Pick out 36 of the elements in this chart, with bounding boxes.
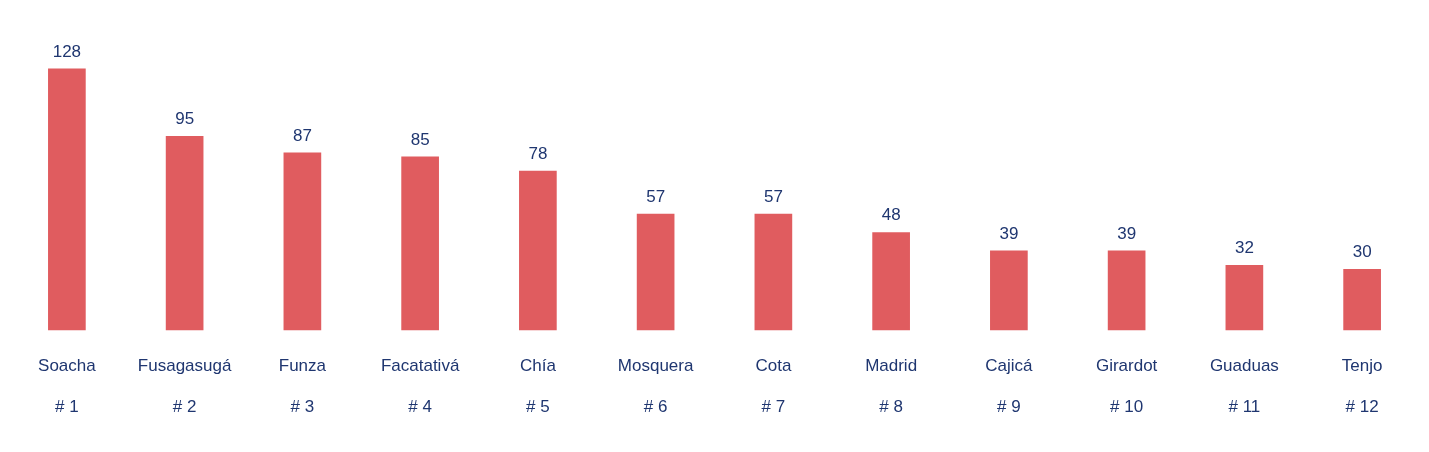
bar: [48, 68, 86, 331]
category-label: Cota # 7: [755, 356, 792, 417]
data-label: 78: [528, 144, 548, 164]
category-label: Tenjo # 12: [1341, 356, 1383, 417]
category-label: Girardot # 10: [1095, 356, 1158, 417]
bar: [990, 250, 1028, 331]
bar: [519, 170, 557, 331]
data-label: 32: [1234, 238, 1254, 258]
data-label: 48: [881, 205, 901, 225]
data-label: 57: [646, 186, 666, 206]
data-label: 57: [763, 186, 783, 206]
category-label: Soacha # 1: [38, 356, 96, 417]
category-label: Madrid # 8: [865, 356, 918, 417]
bar: [1343, 269, 1381, 331]
bar: [636, 213, 675, 331]
category-label: Funza # 3: [278, 356, 326, 417]
bar: [872, 232, 910, 331]
category-label: Mosquera # 6: [617, 356, 694, 417]
category-label: Facatativá # 4: [380, 356, 460, 417]
data-label: 85: [410, 129, 430, 149]
category-label: Fusagasugá # 2: [137, 356, 232, 417]
data-label: 30: [1352, 242, 1372, 262]
bar: [283, 152, 322, 331]
data-label: 128: [52, 41, 82, 61]
bar: [1107, 250, 1146, 331]
data-label: 87: [292, 125, 312, 145]
category-label: Guaduas # 11: [1209, 356, 1279, 417]
bar: [1225, 264, 1264, 331]
category-label: Chía # 5: [519, 356, 556, 417]
category-label: Cajicá # 9: [985, 356, 1033, 417]
bar: [401, 156, 439, 331]
data-label: 39: [1117, 223, 1137, 243]
bar: [165, 136, 204, 331]
bar: [754, 213, 793, 331]
data-label: 39: [999, 223, 1019, 243]
data-label: 95: [175, 109, 195, 129]
